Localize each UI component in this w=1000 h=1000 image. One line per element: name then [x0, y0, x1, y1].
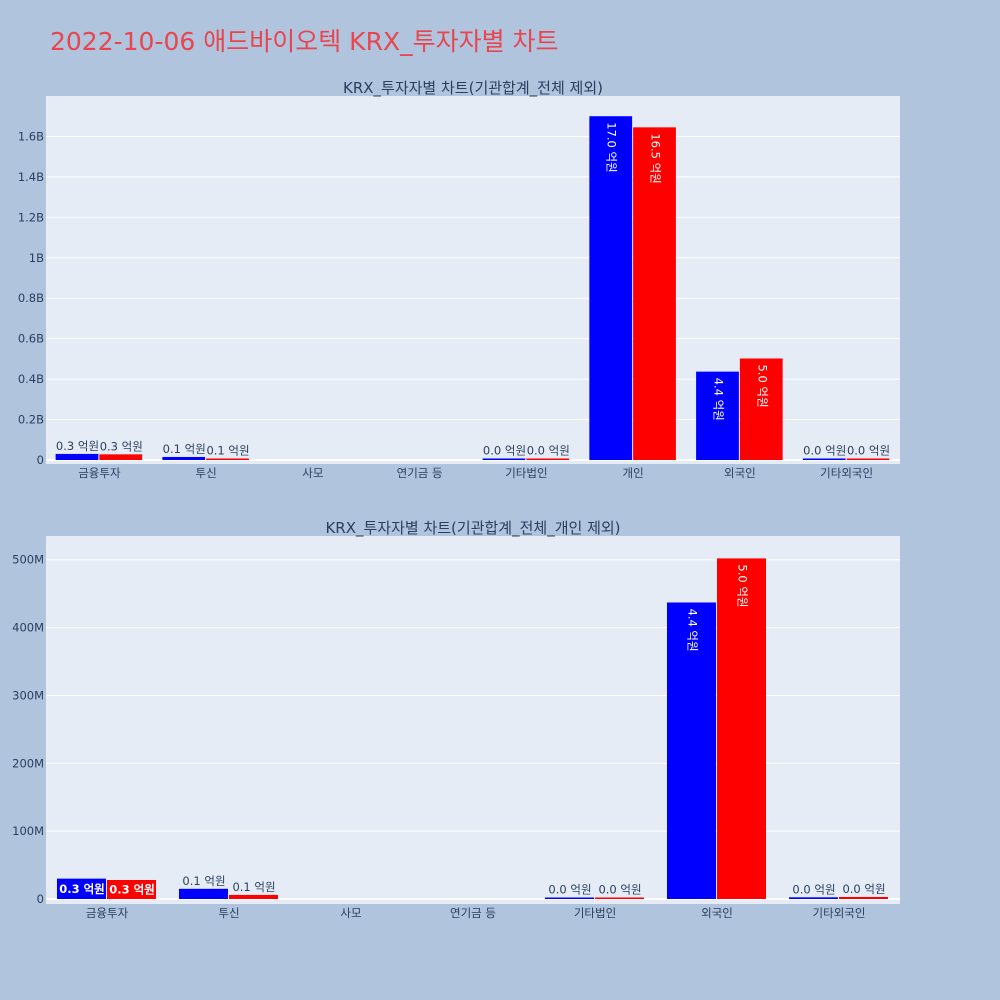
bar-sell: [107, 880, 157, 899]
bar-sell: [846, 458, 890, 460]
x-tick-label: 기타외국인: [813, 906, 866, 920]
x-tick-label: 투신: [196, 466, 217, 480]
x-tick-label: 기타법인: [574, 906, 616, 920]
bar-sell: [839, 896, 889, 899]
x-tick-label: 투신: [218, 906, 239, 920]
data-label: 0.0 억원: [483, 444, 526, 458]
y-tick-label: 500M: [12, 553, 44, 567]
x-tick-label: 외국인: [724, 466, 756, 480]
y-tick-label: 1.4B: [18, 170, 44, 184]
data-label: 0.1 억원: [163, 442, 206, 456]
data-label: 16.5 억원: [649, 133, 663, 183]
bar-buy: [56, 878, 106, 899]
x-tick-label: 금융투자: [78, 466, 121, 480]
y-tick-label: 0: [37, 892, 44, 906]
bar-sell: [206, 458, 249, 460]
y-tick-label: 1B: [29, 251, 44, 265]
x-tick-label: 연기금 등: [397, 466, 443, 480]
data-label: 5.0 억원: [755, 364, 769, 407]
bar-buy: [178, 888, 228, 899]
bar-buy: [162, 456, 206, 460]
chart-investor-all: 0 0.2B 0.4B 0.6B 0.8B 1B 1.2B 1.4B 1.6B KRX_투자자별 …: [18, 79, 900, 480]
data-label: 0.0 억원: [803, 444, 846, 458]
data-label: 0.1 억원: [182, 874, 225, 888]
data-label: 0.0 억원: [847, 444, 890, 458]
bar-sell: [633, 127, 676, 460]
data-label: 0.3 억원: [109, 883, 155, 897]
x-tick-label: 사모: [302, 466, 323, 480]
data-label: 0.0 억원: [792, 882, 835, 896]
bar-sell: [717, 558, 767, 899]
data-label: 17.0 억원: [605, 122, 619, 172]
data-label: 4.4 억원: [685, 608, 699, 651]
data-label: 4.4 억원: [711, 378, 725, 421]
bar-buy: [544, 897, 594, 899]
bar-buy: [55, 453, 99, 460]
data-label: 0.1 억원: [206, 444, 249, 458]
data-label: 5.0 억원: [736, 564, 750, 607]
y-tick-label: 300M: [12, 688, 44, 702]
data-label: 0.0 억원: [527, 444, 570, 458]
x-tick-label: 외국인: [701, 906, 733, 920]
bar-buy: [589, 116, 633, 460]
data-label: 0.0 억원: [842, 882, 885, 896]
data-label: 0.1 억원: [232, 880, 275, 894]
bar-sell: [526, 458, 570, 460]
y-tick-label: 0: [37, 453, 44, 467]
bar-sell: [229, 894, 279, 899]
y-tick-label: 100M: [12, 824, 44, 838]
bar-sell: [595, 897, 645, 899]
data-label: 0.0 억원: [598, 883, 641, 897]
plot-area: [46, 536, 900, 904]
x-tick-label: 사모: [340, 906, 361, 920]
page-title: 2022-10-06 애드바이오텍 KRX_투자자별 차트: [50, 27, 559, 56]
y-tick-label: 0.8B: [18, 291, 44, 305]
x-tick-label: 연기금 등: [450, 906, 496, 920]
chart-title: KRX_투자자별 차트(기관합계_전체 제외): [343, 79, 603, 98]
y-tick-label: 1.2B: [18, 210, 44, 224]
data-label: 0.3 억원: [59, 882, 105, 896]
bar-sell: [739, 358, 783, 460]
y-tick-label: 1.6B: [18, 129, 44, 143]
data-label: 0.3 억원: [100, 439, 143, 453]
bar-buy: [802, 458, 846, 460]
data-label: 0.0 억원: [548, 883, 591, 897]
chart-title: KRX_투자자별 차트(기관합계_전체_개인 제외): [325, 519, 620, 538]
bar-buy: [482, 458, 526, 460]
bar-sell: [99, 454, 143, 460]
y-tick-label: 400M: [12, 621, 44, 635]
data-label: 0.3 억원: [56, 439, 99, 453]
y-tick-label: 0.2B: [18, 413, 44, 427]
x-tick-label: 개인: [623, 466, 644, 480]
y-tick-label: 0.4B: [18, 372, 44, 386]
y-tick-label: 0.6B: [18, 332, 44, 346]
x-tick-label: 기타법인: [505, 466, 547, 480]
x-tick-label: 기타외국인: [820, 466, 873, 480]
y-tick-label: 200M: [12, 756, 44, 770]
bar-buy: [788, 897, 838, 899]
bar-buy: [666, 602, 716, 899]
bar-buy: [696, 371, 739, 460]
x-tick-label: 금융투자: [86, 906, 129, 920]
